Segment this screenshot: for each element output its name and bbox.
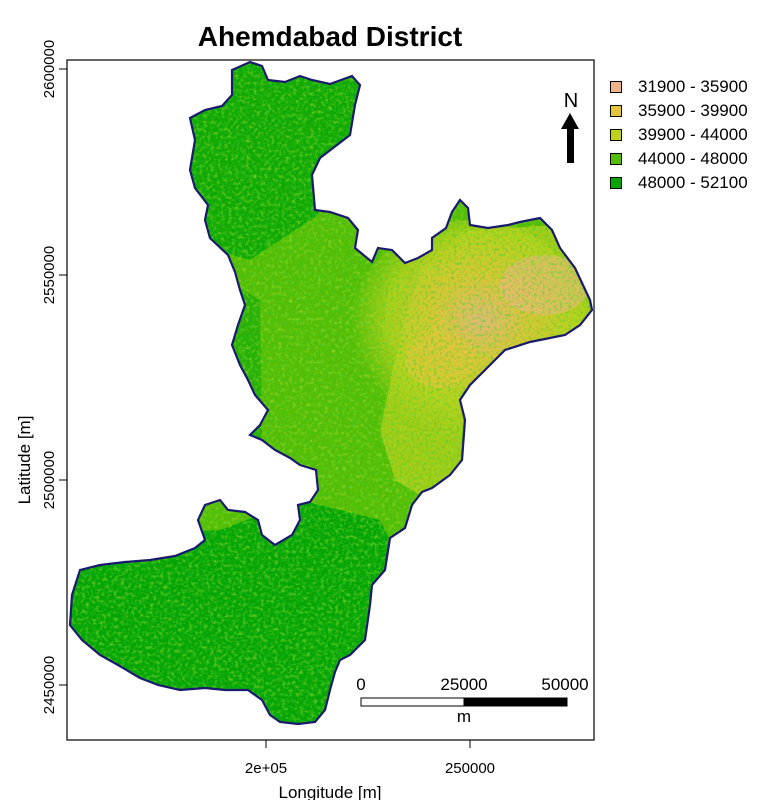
y-tick-label: 2500000 (41, 451, 58, 509)
map-title: Ahemdabad District (198, 21, 463, 52)
legend-item: 44000 - 48000 (610, 147, 748, 171)
legend-item: 31900 - 35900 (610, 75, 748, 99)
legend-label: 48000 - 52100 (638, 173, 748, 192)
legend-swatch (610, 153, 622, 165)
legend-item: 35900 - 39900 (610, 99, 748, 123)
legend-item: 39900 - 44000 (610, 123, 748, 147)
x-axis: 2e+05 250000 Longitude [m] (245, 740, 495, 800)
district-raster (70, 62, 592, 724)
scale-unit: m (457, 707, 471, 726)
y-tick-label: 2450000 (41, 656, 58, 714)
y-axis-label: Latitude [m] (15, 416, 34, 505)
y-tick-label: 2550000 (41, 246, 58, 304)
x-tick-label: 2e+05 (245, 760, 287, 777)
legend-swatch (610, 105, 622, 117)
x-axis-label: Longitude [m] (278, 783, 381, 800)
north-arrow-icon: N (561, 90, 579, 163)
legend-swatch (610, 81, 622, 93)
plot-frame (66, 59, 595, 741)
y-axis: 2450000 2500000 2550000 2600000 Latitude… (15, 40, 67, 714)
legend-label: 44000 - 48000 (638, 149, 748, 168)
x-tick-label: 250000 (445, 760, 495, 777)
scale-label-50000: 50000 (541, 675, 588, 694)
legend-label: 35900 - 39900 (638, 101, 748, 120)
legend-item: 48000 - 52100 (610, 171, 748, 195)
scale-label-25000: 25000 (440, 675, 487, 694)
legend-swatch (610, 177, 622, 189)
scale-label-0: 0 (356, 675, 365, 694)
legend-label: 39900 - 44000 (638, 125, 748, 144)
scale-bar: 0 25000 50000 m (356, 675, 588, 726)
north-label: N (564, 90, 578, 112)
legend-swatch (610, 129, 622, 141)
y-tick-label: 2600000 (41, 40, 58, 98)
legend: 31900 - 35900 35900 - 39900 39900 - 44000 4… (610, 75, 748, 195)
legend-label: 31900 - 35900 (638, 77, 748, 96)
